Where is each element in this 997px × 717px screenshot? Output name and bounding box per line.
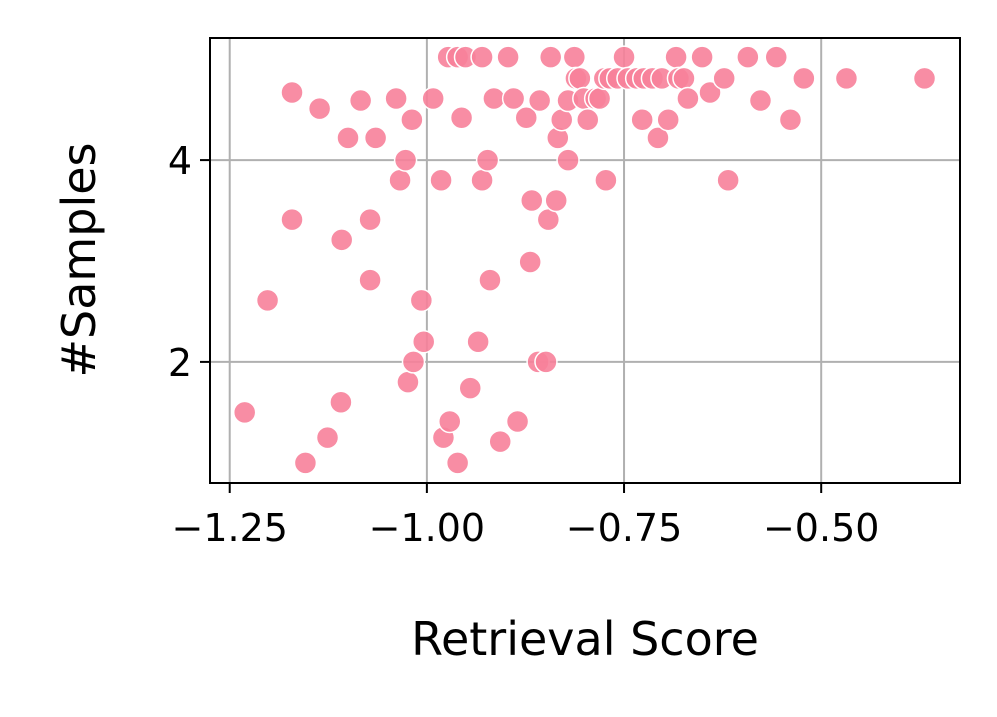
point <box>478 268 502 292</box>
point <box>421 86 445 111</box>
point <box>293 451 318 475</box>
point <box>792 66 816 91</box>
point <box>280 207 304 232</box>
plot-frame <box>209 37 961 484</box>
point <box>764 45 788 69</box>
point <box>396 370 420 394</box>
point <box>538 45 563 69</box>
point <box>496 45 520 69</box>
point <box>393 148 418 172</box>
point <box>466 329 490 354</box>
point <box>664 45 688 69</box>
point <box>736 45 760 69</box>
x-tick-label: −0.75 <box>566 506 682 550</box>
point <box>501 86 526 111</box>
point <box>716 168 740 193</box>
x-tick-label: −0.50 <box>763 506 879 550</box>
point <box>358 207 382 232</box>
point <box>534 350 558 374</box>
point <box>445 451 470 475</box>
x-tick-label: −1.25 <box>171 506 287 550</box>
point <box>518 250 542 274</box>
x-axis-label: Retrieval Score <box>411 612 759 666</box>
y-axis-label: #Samples <box>52 143 106 378</box>
point <box>514 105 538 130</box>
point <box>544 188 568 213</box>
point <box>556 148 580 172</box>
point <box>576 107 600 132</box>
point <box>748 88 773 113</box>
point <box>329 228 354 252</box>
point <box>527 88 552 113</box>
point <box>384 86 408 111</box>
point <box>280 80 304 105</box>
point <box>429 168 453 193</box>
point <box>329 390 353 415</box>
point <box>834 66 859 91</box>
point <box>690 45 714 69</box>
y-tick-label: 2 <box>168 341 192 385</box>
x-tick-label: −1.00 <box>369 506 485 550</box>
point <box>336 126 360 150</box>
point <box>411 329 436 354</box>
point <box>630 107 654 132</box>
point <box>612 45 636 69</box>
point <box>712 66 736 91</box>
point <box>409 288 434 313</box>
point <box>568 66 592 91</box>
point <box>388 168 412 193</box>
point <box>363 126 388 150</box>
point <box>437 409 462 434</box>
point <box>676 86 700 111</box>
point <box>656 107 680 132</box>
point <box>488 429 512 454</box>
point <box>307 96 332 121</box>
point <box>449 105 474 130</box>
point <box>315 425 340 450</box>
point <box>470 168 494 193</box>
point <box>562 45 587 69</box>
point <box>255 288 280 313</box>
point <box>458 376 483 400</box>
point <box>646 126 670 150</box>
point <box>520 188 544 213</box>
point <box>912 66 937 91</box>
point <box>400 107 424 132</box>
point <box>672 66 696 91</box>
point <box>475 148 500 172</box>
point <box>358 268 382 292</box>
point <box>470 45 494 69</box>
point <box>587 86 612 111</box>
point <box>505 409 530 434</box>
point <box>778 107 803 132</box>
point <box>232 400 257 425</box>
point <box>594 168 618 193</box>
y-tick-label: 4 <box>168 139 192 183</box>
point <box>482 86 506 111</box>
point <box>348 88 373 113</box>
point <box>698 80 722 105</box>
point <box>401 350 426 374</box>
